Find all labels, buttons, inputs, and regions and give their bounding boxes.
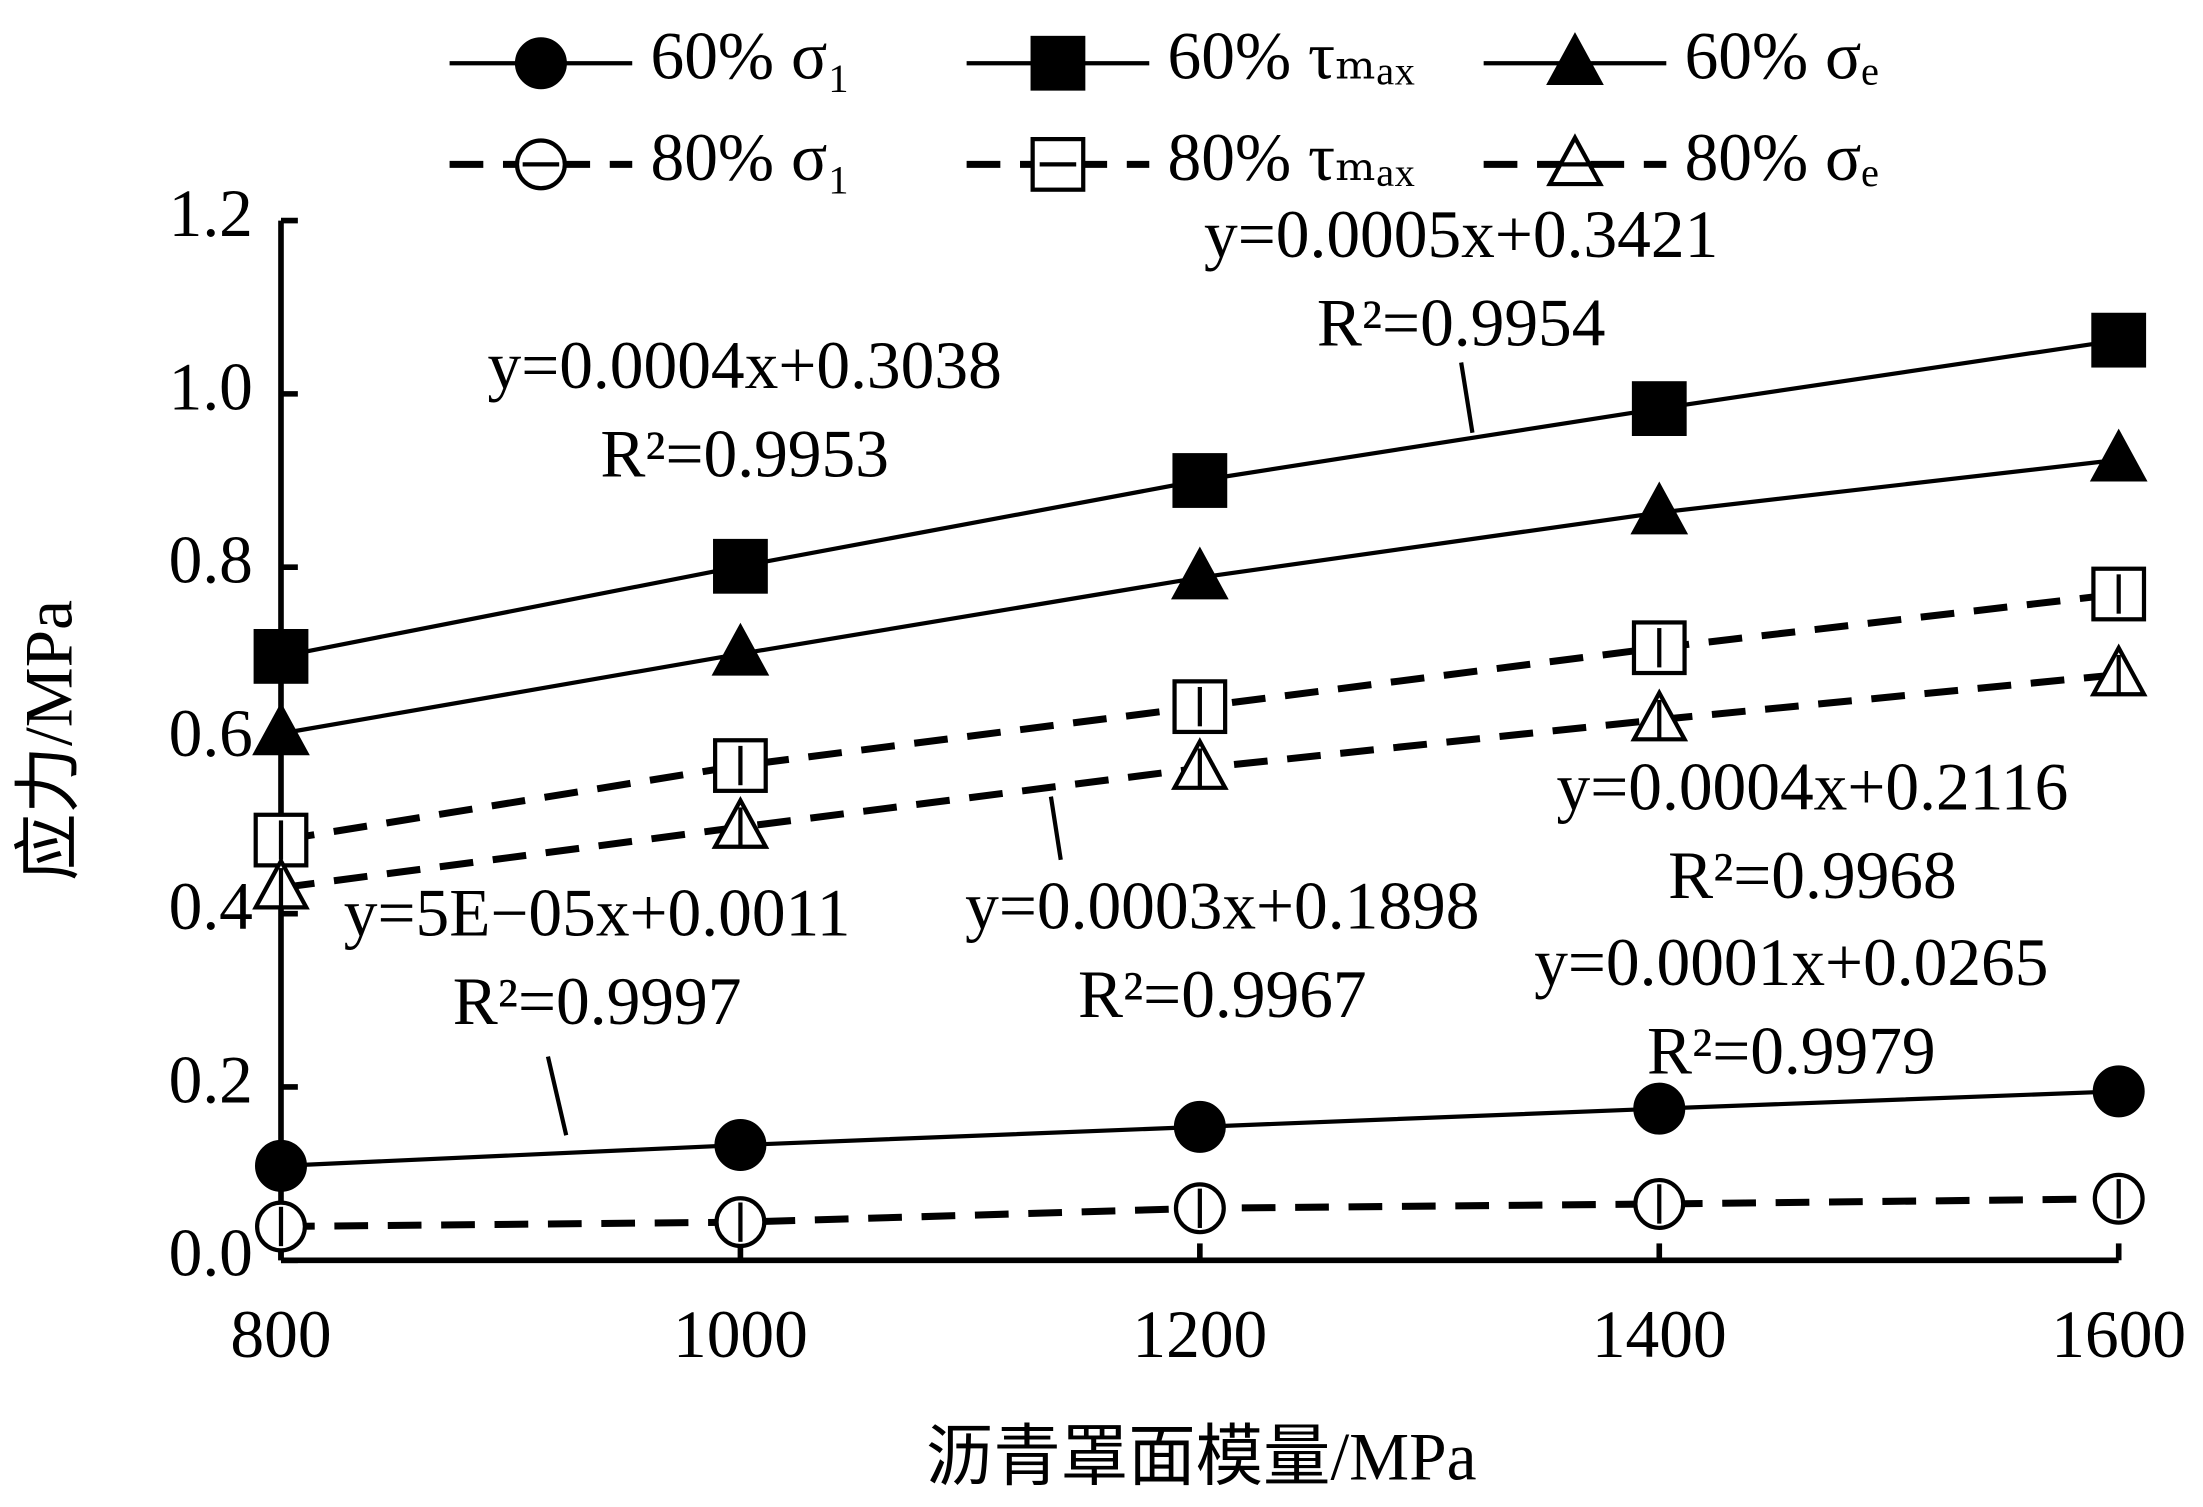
x-tick-label: 1000 — [673, 1297, 808, 1372]
trend-equation: y=0.0003x+0.1898 — [965, 869, 1479, 944]
marker — [714, 1119, 767, 1172]
trend-r2: R²=0.9954 — [1317, 286, 1606, 361]
y-tick-label: 0.0 — [169, 1216, 253, 1291]
trend-equation: y=0.0004x+0.2116 — [1557, 749, 2069, 824]
marker — [253, 628, 309, 684]
x-tick-label: 1400 — [1592, 1297, 1727, 1372]
y-tick-label: 0.4 — [169, 869, 253, 944]
x-axis-label: 沥青罩面模量/MPa — [926, 1419, 1477, 1494]
y-tick-label: 0.6 — [169, 696, 253, 771]
marker — [252, 702, 310, 756]
y-tick-label: 0.2 — [169, 1042, 253, 1117]
y-tick-label: 1.0 — [169, 349, 253, 424]
y-axis-label: 应力/MPa — [12, 600, 87, 881]
legend-label: 60% τₘₐₓ — [1168, 19, 1415, 94]
trend-equation: y=0.0005x+0.3421 — [1204, 197, 1718, 272]
legend-label: 60% σₑ — [1685, 19, 1879, 94]
trend-r2: R²=0.9997 — [453, 964, 742, 1039]
trend-r2: R²=0.9967 — [1078, 957, 1367, 1032]
marker — [1630, 481, 1689, 535]
marker — [514, 37, 567, 90]
marker — [1173, 1100, 1226, 1153]
marker — [1172, 453, 1228, 508]
marker — [713, 538, 768, 594]
marker — [2091, 312, 2147, 368]
legend-label: 80% σₑ — [1685, 120, 1879, 195]
trend-equation: y=5E−05x+0.0011 — [344, 876, 851, 951]
y-tick-label: 0.8 — [169, 523, 253, 598]
leader-line — [1459, 362, 1475, 434]
leader-line — [1048, 796, 1063, 861]
marker — [1546, 32, 1604, 86]
marker — [1631, 381, 1687, 436]
trend-r2: R²=0.9953 — [600, 416, 889, 491]
trend-r2: R²=0.9968 — [1668, 838, 1957, 913]
marker — [2092, 1065, 2145, 1118]
marker — [1030, 35, 1086, 91]
x-tick-label: 1200 — [1132, 1297, 1267, 1372]
trend-equation: y=0.0001x+0.0265 — [1534, 925, 2048, 1000]
y-tick-label: 1.2 — [169, 176, 253, 251]
marker — [2089, 428, 2148, 482]
legend-label: 80% τₘₐₓ — [1168, 120, 1415, 195]
trend-r2: R²=0.9979 — [1647, 1013, 1936, 1088]
marker — [1633, 1082, 1686, 1135]
marker — [711, 622, 770, 676]
marker — [1171, 546, 1229, 600]
trend-equation: y=0.0004x+0.3038 — [487, 328, 1001, 403]
x-tick-label: 800 — [230, 1297, 331, 1372]
leader-line — [545, 1056, 569, 1136]
marker — [255, 1139, 307, 1192]
marker — [1546, 133, 1604, 187]
x-tick-label: 1600 — [2051, 1297, 2186, 1372]
legend-label: 60% σ₁ — [651, 19, 851, 94]
legend-label: 80% σ₁ — [651, 120, 851, 195]
